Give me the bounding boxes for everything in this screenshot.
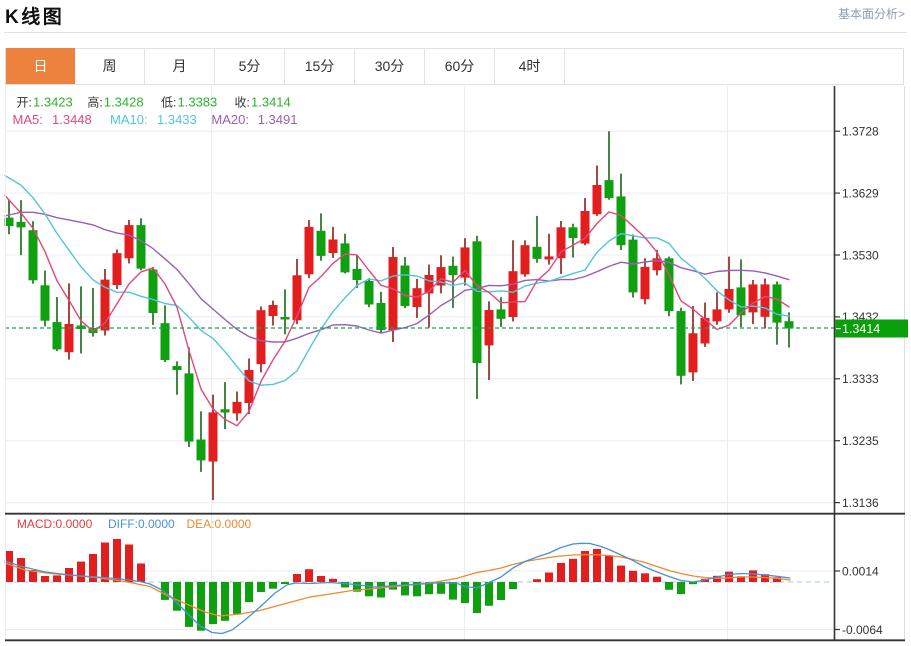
svg-text:1.3423: 1.3423 xyxy=(33,95,73,110)
svg-text:1.3433: 1.3433 xyxy=(157,112,197,127)
svg-text:1.3136: 1.3136 xyxy=(842,496,879,510)
svg-text:低:: 低: xyxy=(161,96,176,110)
svg-text:DEA:0.0000: DEA:0.0000 xyxy=(187,517,252,531)
svg-text:MA20:: MA20: xyxy=(211,112,249,127)
svg-text:MA5:: MA5: xyxy=(13,112,43,127)
svg-text:开:: 开: xyxy=(17,96,32,110)
svg-text:1.3428: 1.3428 xyxy=(104,95,144,110)
svg-text:1.3491: 1.3491 xyxy=(258,112,298,127)
svg-text:MA10:: MA10: xyxy=(110,112,148,127)
svg-text:1.3530: 1.3530 xyxy=(842,248,879,262)
svg-text:1.3728: 1.3728 xyxy=(842,125,879,139)
svg-text:1.3333: 1.3333 xyxy=(842,372,879,386)
svg-text:1.3383: 1.3383 xyxy=(178,95,218,110)
svg-text:0.0014: 0.0014 xyxy=(842,564,879,578)
svg-text:1.3414: 1.3414 xyxy=(842,322,880,336)
svg-text:1.3629: 1.3629 xyxy=(842,186,879,200)
svg-text:1.3414: 1.3414 xyxy=(251,95,291,110)
svg-text:1.3448: 1.3448 xyxy=(52,112,92,127)
svg-text:-0.0064: -0.0064 xyxy=(842,623,883,637)
svg-text:DIFF:0.0000: DIFF:0.0000 xyxy=(108,517,175,531)
svg-text:1.3235: 1.3235 xyxy=(842,434,879,448)
svg-text:收:: 收: xyxy=(235,96,250,110)
svg-text:高:: 高: xyxy=(87,95,102,110)
svg-text:MACD:0.0000: MACD:0.0000 xyxy=(17,517,93,531)
